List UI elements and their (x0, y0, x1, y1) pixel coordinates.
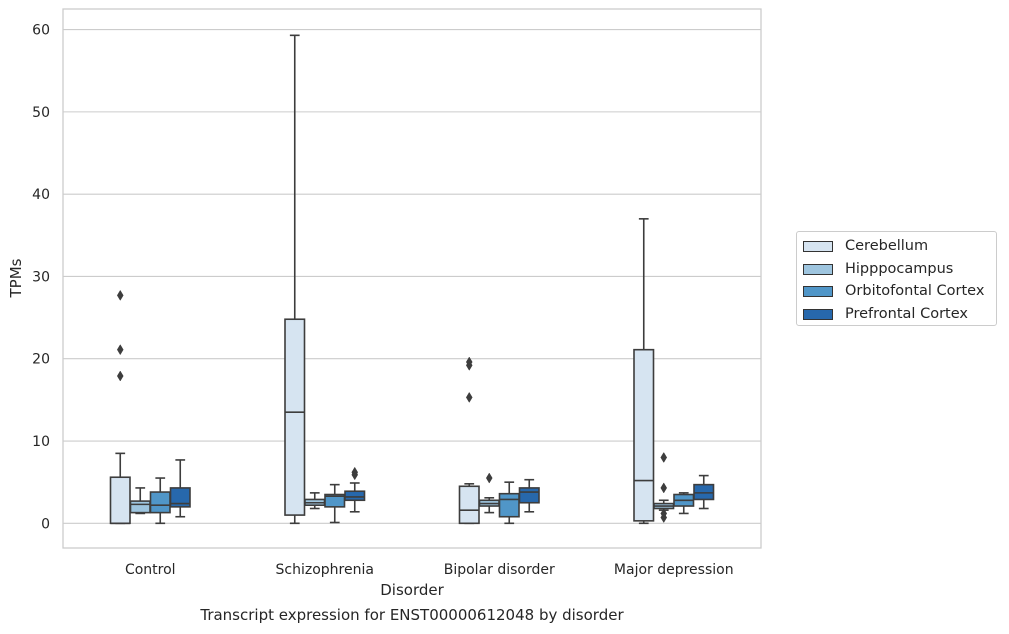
box-bipolar-disorder-hipppocampus (478, 472, 500, 514)
box-major-depression-orbitofontal-cortex (673, 492, 695, 515)
box-bipolar-disorder-cerebellum-outlier-2 (465, 356, 473, 368)
y-tick-label-50: 50 (32, 105, 50, 121)
x-tick-label-schizophrenia: Schizophrenia (276, 562, 374, 578)
box-control-prefrontal-cortex-body (169, 487, 191, 508)
box-major-depression-prefrontal-cortex-body (693, 483, 715, 501)
y-tick-labels: 0 10 20 30 40 50 60 (32, 23, 50, 533)
box-schizophrenia-cerebellum-body (284, 318, 306, 516)
box-schizophrenia-cerebellum (284, 34, 306, 525)
x-tick-labels: Control Schizophrenia Bipolar disorder Majo… (125, 562, 734, 578)
legend-label-hippocampus: Hipppocampus (845, 261, 954, 277)
legend-label-orbitofrontal-cortex: Orbitofontal Cortex (845, 283, 985, 299)
x-tick-label-control: Control (125, 562, 176, 578)
legend-item-prefrontal-cortex: Prefrontal Cortex (803, 304, 968, 324)
y-tick-label-60: 60 (32, 23, 50, 39)
y-tick-label-0: 0 (41, 516, 50, 532)
box-control-cerebellum-outlier-1 (116, 344, 124, 356)
box-major-depression-cerebellum-body (633, 348, 655, 522)
box-major-depression-hipppocampus-outlier-3 (660, 451, 668, 463)
box-bipolar-disorder-cerebellum (458, 356, 480, 525)
box-bipolar-disorder-orbitofontal-cortex (498, 481, 520, 525)
x-tick-label-major-depression: Major depression (614, 562, 734, 578)
legend-label-cerebellum: Cerebellum (845, 238, 929, 254)
box-major-depression-cerebellum (633, 218, 655, 525)
box-bipolar-disorder-prefrontal-cortex (518, 478, 540, 513)
box-major-depression-hipppocampus (653, 451, 675, 524)
box-control-cerebellum-outlier-0 (116, 370, 124, 382)
legend-swatch-cerebellum (803, 240, 833, 252)
legend-item-cerebellum: Cerebellum (803, 236, 928, 256)
box-control-prefrontal-cortex (169, 459, 191, 518)
box-major-depression-hipppocampus-outlier-1 (660, 507, 668, 519)
y-tick-label-10: 10 (32, 434, 50, 450)
legend-item-orbitofrontal-cortex: Orbitofontal Cortex (803, 281, 984, 301)
legend: Cerebellum Hipppocampus Orbitofontal Cor… (796, 231, 997, 326)
figure-caption: Transcript expression for ENST0000061204… (200, 606, 624, 624)
box-major-depression-hipppocampus-outlier-2 (660, 482, 668, 494)
box-schizophrenia-prefrontal-cortex (344, 466, 366, 513)
box-schizophrenia-orbitofontal-cortex (324, 483, 346, 524)
legend-swatch-prefrontal-cortex (803, 308, 833, 320)
x-axis-label: Disorder (380, 581, 444, 599)
y-tick-label-20: 20 (32, 352, 50, 368)
box-schizophrenia-prefrontal-cortex-outlier-1 (351, 466, 359, 478)
box-control-hipppocampus (129, 487, 151, 515)
box-control-hipppocampus-body (129, 500, 151, 514)
box-bipolar-disorder-hipppocampus-outlier-0 (485, 472, 493, 484)
x-tick-label-bipolar-disorder: Bipolar disorder (444, 562, 555, 578)
box-bipolar-disorder-orbitofontal-cortex-body (498, 492, 520, 518)
legend-item-hippocampus: Hipppocampus (803, 259, 953, 279)
box-schizophrenia-prefrontal-cortex-body (344, 490, 366, 502)
box-bipolar-disorder-cerebellum-outlier-0 (465, 391, 473, 403)
box-bipolar-disorder-cerebellum-body (458, 485, 480, 525)
box-control-orbitofontal-cortex-body (149, 491, 171, 514)
y-tick-label-40: 40 (32, 187, 50, 203)
box-control-cerebellum-outlier-2 (116, 289, 124, 301)
box-major-depression-prefrontal-cortex (693, 474, 715, 510)
plot-area-frame (62, 8, 762, 549)
legend-swatch-orbitofrontal-cortex (803, 285, 833, 297)
box-control-cerebellum (109, 289, 131, 525)
y-tick-label-30: 30 (32, 269, 50, 285)
box-control-cerebellum-body (109, 476, 131, 525)
box-bipolar-disorder-prefrontal-cortex-body (518, 487, 540, 504)
box-control-orbitofontal-cortex (149, 477, 171, 525)
box-schizophrenia-hipppocampus (304, 492, 326, 510)
legend-label-prefrontal-cortex: Prefrontal Cortex (845, 306, 968, 322)
boxes (109, 34, 715, 525)
legend-swatch-hippocampus (803, 263, 833, 275)
y-axis-label: TPMs (7, 258, 25, 298)
gridlines (63, 29, 761, 524)
